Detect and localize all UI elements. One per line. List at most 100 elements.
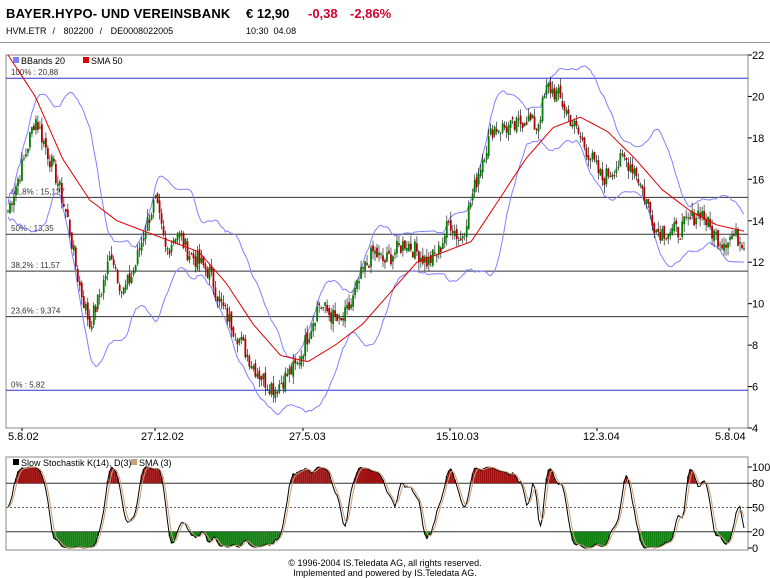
candle-body	[463, 234, 466, 236]
candle-body	[96, 294, 99, 310]
candle-body	[665, 238, 668, 240]
candle-body	[160, 213, 163, 224]
candle-body	[417, 251, 420, 263]
candle-body	[651, 215, 654, 226]
candle-body	[246, 354, 249, 358]
candle-body	[288, 368, 291, 375]
candle-body	[190, 253, 193, 255]
x-tick-label: 15.10.03	[436, 431, 479, 443]
candle-body	[184, 238, 187, 245]
candle-body	[356, 280, 358, 289]
candle-body	[382, 255, 384, 262]
x-tick-label: 27.5.03	[289, 431, 326, 443]
candle-body	[537, 124, 540, 132]
candle-body	[707, 216, 709, 227]
candle-body	[633, 168, 636, 175]
candles	[7, 76, 745, 403]
candle-body	[13, 196, 15, 206]
candle-body	[725, 244, 727, 248]
candle-body	[408, 243, 410, 251]
candle-body	[471, 194, 474, 201]
candle-body	[294, 359, 297, 364]
candle-body	[25, 154, 27, 157]
candle-body	[274, 390, 277, 398]
candle-body	[577, 127, 580, 134]
candle-body	[64, 208, 67, 212]
candle-body	[136, 250, 139, 265]
candle-body	[671, 227, 674, 234]
candle-body	[308, 339, 311, 343]
candle-body	[62, 203, 65, 207]
candle-body	[368, 266, 370, 268]
candle-body	[483, 160, 486, 162]
candle-body	[114, 267, 117, 269]
bollinger-lower-band	[7, 138, 745, 416]
candle-body	[320, 307, 323, 309]
candle-body	[150, 214, 153, 220]
candle-body	[148, 219, 151, 223]
candle-body	[531, 114, 534, 119]
stochastic-y-tick-label: 80	[752, 478, 764, 490]
candle-body	[338, 315, 341, 319]
candle-body	[545, 85, 548, 95]
fibonacci-label: 38,2% : 11,57	[11, 261, 60, 270]
candle-body	[92, 305, 95, 325]
candle-body	[509, 120, 512, 128]
candle-body	[727, 242, 729, 248]
candle-body	[697, 210, 700, 216]
y-tick-label: 8	[752, 340, 758, 352]
candle-body	[278, 384, 281, 393]
candle-body	[174, 239, 177, 243]
candle-body	[216, 297, 219, 302]
candle-body	[126, 274, 129, 285]
candle-body	[723, 243, 725, 251]
candle-body	[256, 373, 259, 377]
candle-body	[176, 234, 179, 240]
candle-body	[679, 238, 682, 240]
candle-body	[669, 232, 672, 237]
candle-body	[340, 317, 342, 321]
candle-body	[729, 237, 731, 240]
candle-body	[601, 169, 604, 181]
candle-body	[695, 218, 698, 225]
candle-body	[599, 169, 602, 176]
candle-body	[128, 272, 131, 283]
candle-body	[517, 118, 520, 120]
candle-body	[555, 90, 558, 102]
candle-body	[192, 253, 195, 259]
candle-body	[124, 284, 127, 291]
candle-body	[70, 232, 73, 249]
candle-body	[525, 122, 528, 125]
candle-body	[344, 307, 346, 322]
legend-swatch	[13, 57, 19, 63]
candle-body	[228, 314, 231, 322]
candle-body	[226, 307, 229, 322]
candle-body	[487, 136, 490, 157]
powered-by-text: Implemented and powered by IS.Teledata A…	[293, 568, 477, 578]
candle-body	[152, 199, 155, 213]
candle-body	[290, 366, 293, 375]
candle-body	[643, 187, 646, 201]
candle-body	[130, 277, 133, 283]
candle-body	[597, 160, 600, 173]
candle-body	[731, 235, 733, 240]
candle-body	[575, 120, 578, 126]
sma-50-line	[7, 54, 745, 363]
candle-body	[735, 228, 737, 236]
candle-body	[268, 391, 271, 394]
candle-body	[204, 264, 207, 270]
candle-body	[144, 232, 147, 239]
candle-body	[50, 156, 53, 167]
candle-body	[334, 310, 337, 317]
candle-body	[66, 209, 69, 218]
stochastic-legend-swatch	[131, 459, 137, 465]
candle-body	[29, 132, 31, 148]
candle-body	[645, 199, 648, 204]
candle-body	[621, 153, 624, 155]
candle-body	[497, 130, 500, 133]
candle-body	[98, 295, 101, 297]
candle-body	[406, 247, 408, 251]
candle-body	[587, 154, 590, 160]
candle-body	[74, 247, 77, 267]
legend-label: BBands 20	[21, 56, 65, 66]
